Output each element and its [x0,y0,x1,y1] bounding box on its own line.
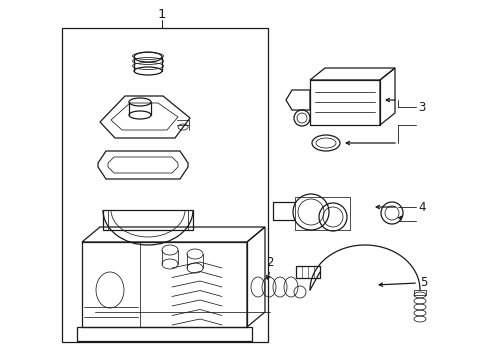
Bar [103,210,193,230]
Bar [413,290,425,295]
Text: 1: 1 [158,8,166,21]
Text: 2: 2 [265,256,273,269]
Text: 5: 5 [419,276,427,289]
Text: 3: 3 [417,100,425,113]
Bar [82,242,246,327]
Bar [309,80,379,125]
Bar [77,327,251,341]
Bar [62,28,267,342]
Bar [295,266,319,278]
Text: 4: 4 [417,201,425,213]
